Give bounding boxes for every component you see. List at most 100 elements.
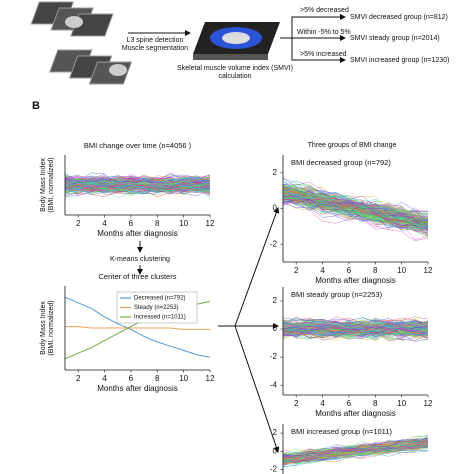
y-tick-label: 2 xyxy=(273,428,278,437)
sample-trace xyxy=(283,444,428,463)
y-tick-label: 0 xyxy=(273,324,278,333)
y-axis-label: Body Mass Index xyxy=(40,301,47,355)
series-line xyxy=(65,326,210,330)
ct-stack xyxy=(30,1,133,85)
x-tick-label: 10 xyxy=(397,266,406,275)
y-tick-label: 2 xyxy=(273,296,278,305)
x-axis-label: Months after diagnosis xyxy=(97,229,178,238)
y-tick-label: -2 xyxy=(270,352,278,361)
plot: 2 4 6 8 10 12 2 0 -2 Months after diagnosis BMI de… xyxy=(270,155,433,285)
x-axis-label: Months after diagnosis xyxy=(97,384,178,393)
sample-trace xyxy=(65,174,210,184)
legend-label: Increased (n=1011) xyxy=(134,315,186,321)
sample-trace xyxy=(283,198,428,231)
sample-trace xyxy=(283,194,428,222)
legend-label: Steady (n=2253) xyxy=(134,305,179,311)
title-backing xyxy=(287,157,407,168)
sample-trace xyxy=(283,321,428,329)
sample-trace xyxy=(283,446,428,467)
criterion: >5% decreased xyxy=(300,7,349,14)
sample-trace xyxy=(283,193,428,226)
right-title: Three groups of BMI change xyxy=(308,142,397,149)
sample-trace xyxy=(65,181,210,190)
panel-label: B xyxy=(32,100,40,112)
y-tick-label: 0 xyxy=(273,446,278,455)
sample-trace xyxy=(65,184,210,194)
chart-title: Center of three clusters xyxy=(99,272,177,281)
x-tick-label: 4 xyxy=(320,266,325,275)
sample-trace xyxy=(283,191,428,214)
x-tick-label: 6 xyxy=(347,266,352,275)
sample-trace xyxy=(283,325,428,338)
group-label: SMVI decreased group (n=812) xyxy=(350,14,448,21)
x-tick-label: 8 xyxy=(373,399,378,408)
x-axis-label: Months after diagnosis xyxy=(315,276,396,285)
y-axis-label: Body Mass Index xyxy=(40,158,47,212)
x-axis-label: Months after diagnosis xyxy=(315,409,396,418)
sample-trace xyxy=(283,197,428,237)
x-tick-label: 2 xyxy=(294,266,299,275)
sample-trace xyxy=(283,180,428,220)
y-axis-label: (BMI, normalized) xyxy=(48,157,55,212)
sample-trace xyxy=(65,182,210,192)
branch-lines xyxy=(280,14,346,63)
segmentation-image xyxy=(193,22,280,60)
x-tick-label: 6 xyxy=(347,399,352,408)
series-line xyxy=(65,296,210,358)
x-tick-label: 10 xyxy=(397,399,406,408)
x-tick-label: 2 xyxy=(76,219,81,228)
sample-trace xyxy=(65,182,210,193)
sample-trace xyxy=(65,176,210,185)
calc-text: Skeletal muscle volume index (SMVI) xyxy=(177,65,293,72)
y-tick-label: -2 xyxy=(270,465,278,474)
x-tick-label: 10 xyxy=(179,374,188,383)
method-text: K-means clustering xyxy=(110,256,170,263)
x-tick-label: 6 xyxy=(129,374,134,383)
sample-trace xyxy=(65,183,210,195)
sample-trace xyxy=(65,178,210,192)
sample-trace xyxy=(283,440,428,461)
group-label: SMVI steady group (n=2014) xyxy=(350,35,440,42)
plot-area xyxy=(283,316,428,342)
plot: Decreased (n=792) Steady (n=2253) Increase… xyxy=(40,272,215,393)
plot-area xyxy=(283,177,428,242)
step-text: Muscle segmentation xyxy=(122,45,188,52)
plot: 2 4 6 8 10 12 2 0 -2 -4 Months after diagnosis BMI … xyxy=(270,287,433,418)
criterion: Within -5% to 5% xyxy=(297,29,351,36)
title-backing xyxy=(287,289,407,300)
x-tick-label: 12 xyxy=(424,399,433,408)
sample-trace xyxy=(283,438,428,457)
plot: 2 4 6 8 10 12 Months after diagnosis Body Mass … xyxy=(40,141,215,238)
sample-trace xyxy=(283,321,428,332)
sample-trace xyxy=(283,330,428,341)
x-tick-label: 4 xyxy=(102,374,107,383)
sample-trace xyxy=(283,326,428,340)
chart-title: BMI decreased group (n=792) xyxy=(291,158,391,167)
y-axis-label: (BMI, normalized) xyxy=(48,300,55,355)
sample-trace xyxy=(283,177,428,213)
x-tick-label: 2 xyxy=(294,399,299,408)
x-tick-label: 12 xyxy=(206,374,215,383)
group-label: SMVI increased group (n=1230) xyxy=(350,57,449,64)
y-tick-label: -2 xyxy=(270,239,278,248)
split-arrows xyxy=(218,207,280,453)
sample-trace xyxy=(283,325,428,336)
chart-title: BMI steady group (n=2253) xyxy=(291,290,383,299)
x-tick-label: 8 xyxy=(155,219,160,228)
sample-trace xyxy=(283,318,428,330)
chart-title: BMI increased group (n=1011) xyxy=(291,427,392,436)
sample-trace xyxy=(283,323,428,332)
calc-text: calculation xyxy=(218,73,251,80)
x-tick-label: 8 xyxy=(373,266,378,275)
x-tick-label: 8 xyxy=(155,374,160,383)
sample-trace xyxy=(283,445,428,463)
sample-trace xyxy=(65,178,210,189)
x-tick-label: 6 xyxy=(129,219,134,228)
y-tick-label: -4 xyxy=(270,380,278,389)
x-tick-label: 2 xyxy=(76,374,81,383)
sample-trace xyxy=(283,190,428,227)
sample-trace xyxy=(283,328,428,336)
sample-trace xyxy=(283,324,428,333)
legend-label: Decreased (n=792) xyxy=(134,296,186,302)
sample-trace xyxy=(283,196,428,224)
